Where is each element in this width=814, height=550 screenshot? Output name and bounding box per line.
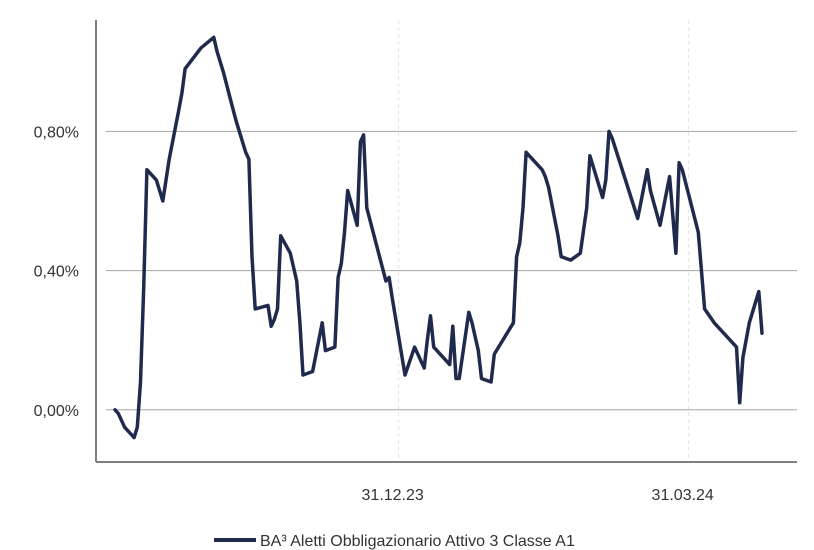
axes <box>95 20 797 463</box>
y-tick-label: 0,40% <box>34 264 79 281</box>
series-lines <box>113 35 764 440</box>
legend: BA³ Aletti Obbligazionario Attivo 3 Clas… <box>214 533 575 550</box>
y-tick-label: 0,00% <box>34 403 79 420</box>
x-tick-label: 31.03.24 <box>652 487 714 504</box>
series-line-0 <box>113 35 764 440</box>
y-tick-label: 0,80% <box>34 124 79 141</box>
legend-label: BA³ Aletti Obbligazionario Attivo 3 Clas… <box>260 533 575 550</box>
gridlines <box>106 20 797 462</box>
tick-labels: 0,00% 0,40% 0,80% 31.12.23 31.03.24 <box>34 124 714 504</box>
x-tick-label: 31.12.23 <box>362 487 424 504</box>
